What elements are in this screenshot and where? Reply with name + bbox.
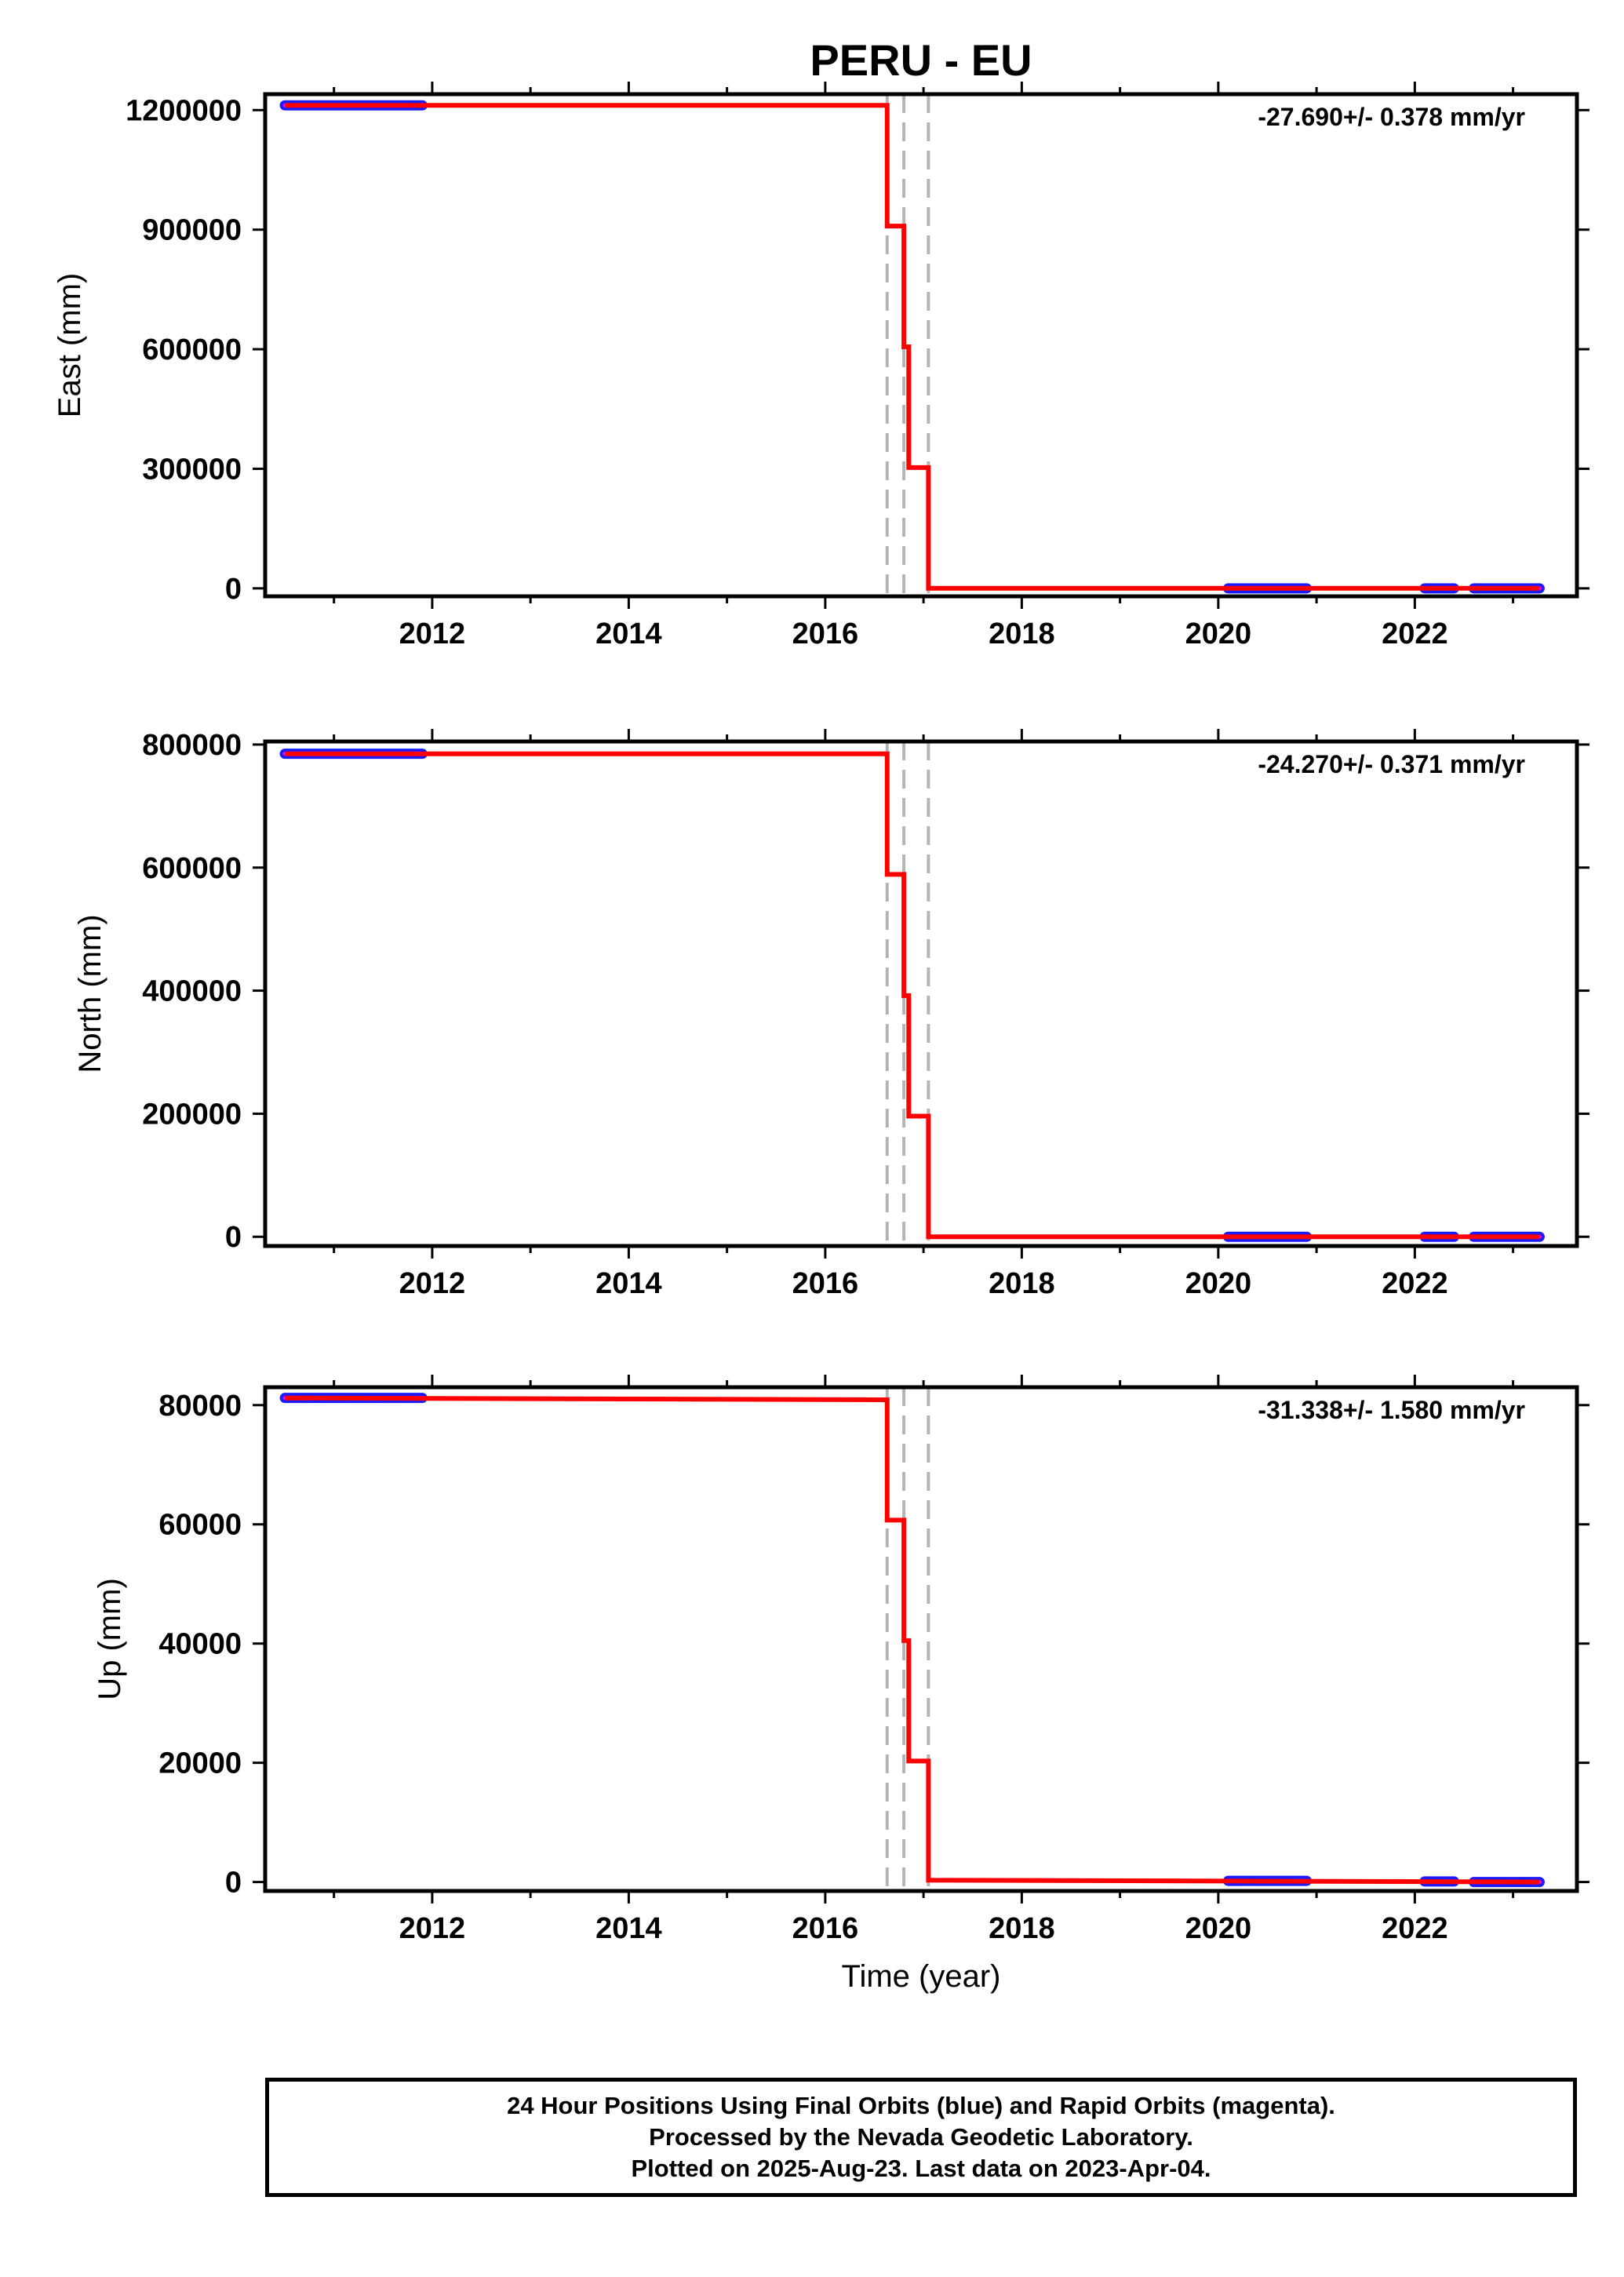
up-fit-line [284, 1395, 1540, 1885]
east-y-axis-label: East (mm) [53, 273, 87, 417]
footer-line-1: 24 Hour Positions Using Final Orbits (bl… [507, 2092, 1335, 2119]
up-y-tick-label: 60000 [158, 1509, 242, 1542]
figure-title: PERU - EU [810, 35, 1032, 85]
north-x-tick-label: 2022 [1382, 1267, 1448, 1300]
north-x-tick-label: 2014 [595, 1267, 662, 1300]
up-y-tick-label: 0 [225, 1867, 242, 1900]
up-x-tick-label: 2022 [1382, 1912, 1448, 1945]
north-y-tick-label: 400000 [142, 975, 242, 1008]
east-y-tick-label: 600000 [142, 333, 242, 366]
footer-line-2: Processed by the Nevada Geodetic Laborat… [649, 2123, 1193, 2151]
up-y-axis-label: Up (mm) [93, 1578, 127, 1700]
east-frame [263, 92, 1579, 599]
north-fit-line [285, 751, 1540, 1240]
north-x-tick-label: 2016 [792, 1267, 859, 1300]
east-y-tick-label: 900000 [142, 214, 242, 247]
east-x-tick-label: 2014 [595, 618, 662, 650]
east-x-tick-label: 2020 [1185, 618, 1252, 650]
north-x-tick-label: 2020 [1185, 1267, 1252, 1300]
east-x-tick-label: 2018 [989, 618, 1055, 650]
east-y-tick-label: 0 [225, 573, 242, 606]
north-y-tick-label: 0 [225, 1221, 242, 1254]
north-x-tick-label: 2012 [399, 1267, 466, 1300]
up-rate-label: -31.338+/- 1.580 mm/yr [1258, 1396, 1525, 1424]
north-y-tick-label: 600000 [142, 852, 242, 885]
north-y-tick-label: 200000 [142, 1098, 242, 1131]
north-y-tick-label: 800000 [142, 729, 242, 762]
north-frame [263, 739, 1579, 1248]
footer-line-3: Plotted on 2025-Aug-23. Last data on 202… [631, 2155, 1211, 2182]
up-y-tick-label: 20000 [158, 1747, 242, 1780]
up-panel: 0 20000 40000 60000 80000 2012 2014 2016 2018 202… [93, 1375, 1589, 1994]
east-y-tick-label: 1200000 [126, 94, 242, 127]
up-y-tick-label: 80000 [158, 1390, 242, 1423]
north-y-axis-label: North (mm) [73, 914, 107, 1073]
up-x-tick-label: 2012 [399, 1912, 466, 1945]
east-x-tick-label: 2016 [792, 618, 859, 650]
footer-box: 24 Hour Positions Using Final Orbits (bl… [265, 2078, 1577, 2197]
east-panel: 0 300000 600000 900000 1200000 2012 2014 2016 20… [53, 82, 1589, 650]
up-x-tick-label: 2018 [989, 1912, 1055, 1945]
east-x-tick-label: 2012 [399, 618, 466, 650]
up-x-tick-label: 2014 [595, 1912, 662, 1945]
east-y-tick-label: 300000 [142, 453, 242, 486]
north-panel: 0 200000 400000 600000 800000 2012 2014 2016 201… [73, 729, 1589, 1300]
east-fit-line [285, 103, 1540, 591]
up-frame [263, 1385, 1579, 1893]
north-x-tick-label: 2018 [989, 1267, 1055, 1300]
east-rate-label: -27.690+/- 0.378 mm/yr [1258, 103, 1525, 131]
up-x-tick-label: 2020 [1185, 1912, 1252, 1945]
up-y-tick-label: 40000 [158, 1628, 242, 1661]
up-x-tick-label: 2016 [792, 1912, 859, 1945]
east-x-tick-label: 2022 [1382, 618, 1448, 650]
north-rate-label: -24.270+/- 0.371 mm/yr [1258, 750, 1525, 778]
up-x-axis-label: Time (year) [842, 1959, 1001, 1994]
